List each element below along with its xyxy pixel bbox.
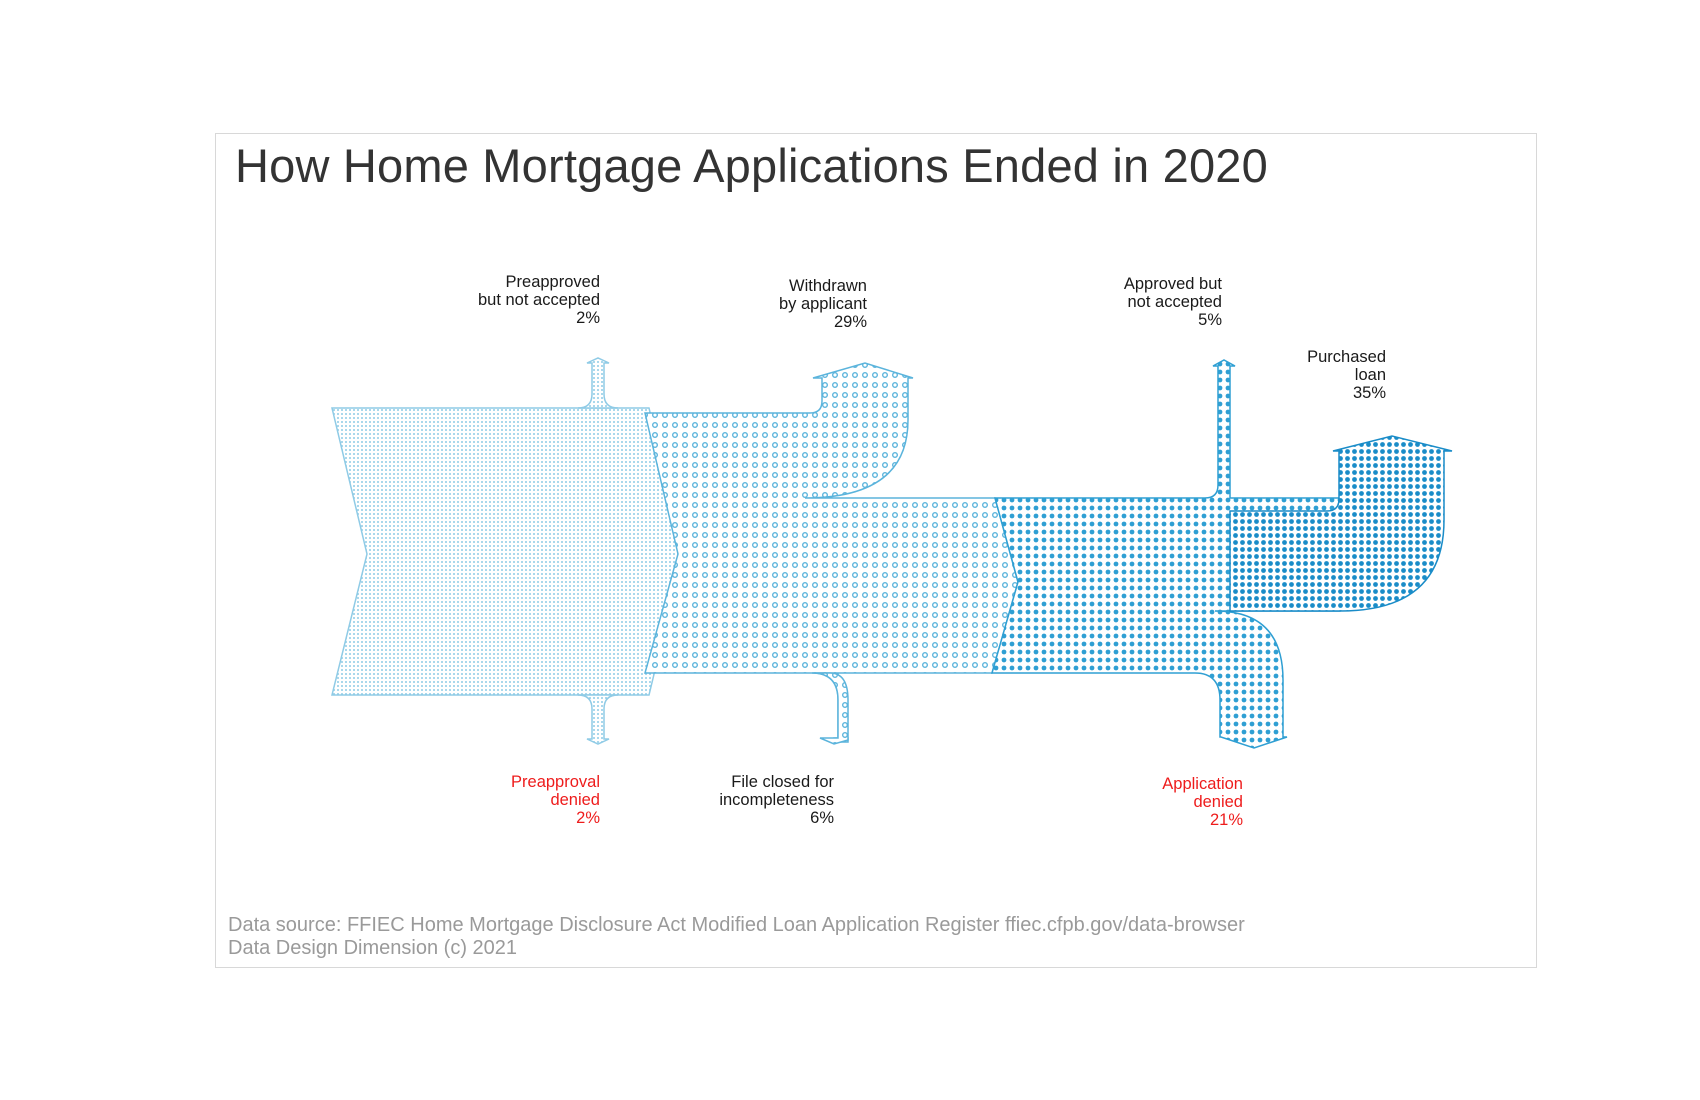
label-pct: 6%: [810, 809, 834, 827]
label-line: not accepted: [1127, 293, 1223, 311]
label-preapproved-not-accepted: Preapproved but not accepted 2%: [478, 273, 600, 327]
label-pct: 29%: [833, 313, 867, 331]
flow-stage-3: [991, 359, 1341, 749]
label-line: by applicant: [778, 295, 867, 313]
source-line: Data source: FFIEC Home Mortgage Disclos…: [228, 914, 1245, 936]
label-line: Preapproved: [505, 273, 600, 291]
flow-stage-1: [331, 407, 684, 696]
label-line: Application: [1162, 775, 1243, 793]
label-line: loan: [1354, 366, 1386, 384]
copyright-line: Data Design Dimension (c) 2021: [228, 937, 518, 959]
label-pct: 21%: [1209, 811, 1243, 829]
label-approved-not-accepted: Approved but not accepted 5%: [1124, 275, 1222, 329]
label-line: denied: [550, 791, 600, 809]
label-line: denied: [1193, 793, 1243, 811]
label-pct: 2%: [576, 309, 600, 327]
label-pct: 2%: [576, 809, 600, 827]
label-pct: 5%: [1198, 311, 1222, 329]
flow-preapproved-not-accepted: [577, 357, 619, 409]
label-file-closed: File closed for incompleteness 6%: [719, 773, 834, 827]
label-application-denied: Application denied 21%: [1162, 775, 1243, 829]
label-line: but not accepted: [477, 291, 600, 309]
label-line: Preapproval: [511, 773, 600, 791]
data-source-note: Data source: FFIEC Home Mortgage Disclos…: [228, 914, 1245, 960]
label-purchased-loan: Purchased loan 35%: [1307, 348, 1386, 402]
label-line: incompleteness: [719, 791, 834, 809]
label-preapproval-denied: Preapproval denied 2%: [511, 773, 600, 827]
label-line: File closed for: [731, 773, 834, 791]
flow-preapproval-denied: [577, 694, 619, 745]
flow-stage-2: [644, 362, 1019, 743]
label-withdrawn: Withdrawn by applicant 29%: [779, 277, 867, 331]
chart-title: How Home Mortgage Applications Ended in …: [235, 139, 1268, 192]
label-pct: 35%: [1352, 384, 1386, 402]
chart-frame: [215, 133, 1537, 968]
label-line: Withdrawn: [789, 277, 867, 295]
label-line: Purchased: [1307, 348, 1386, 366]
label-line: Approved but: [1123, 275, 1222, 293]
flow-purchased-loan: [1229, 435, 1453, 612]
flow-file-closed: [811, 672, 849, 745]
